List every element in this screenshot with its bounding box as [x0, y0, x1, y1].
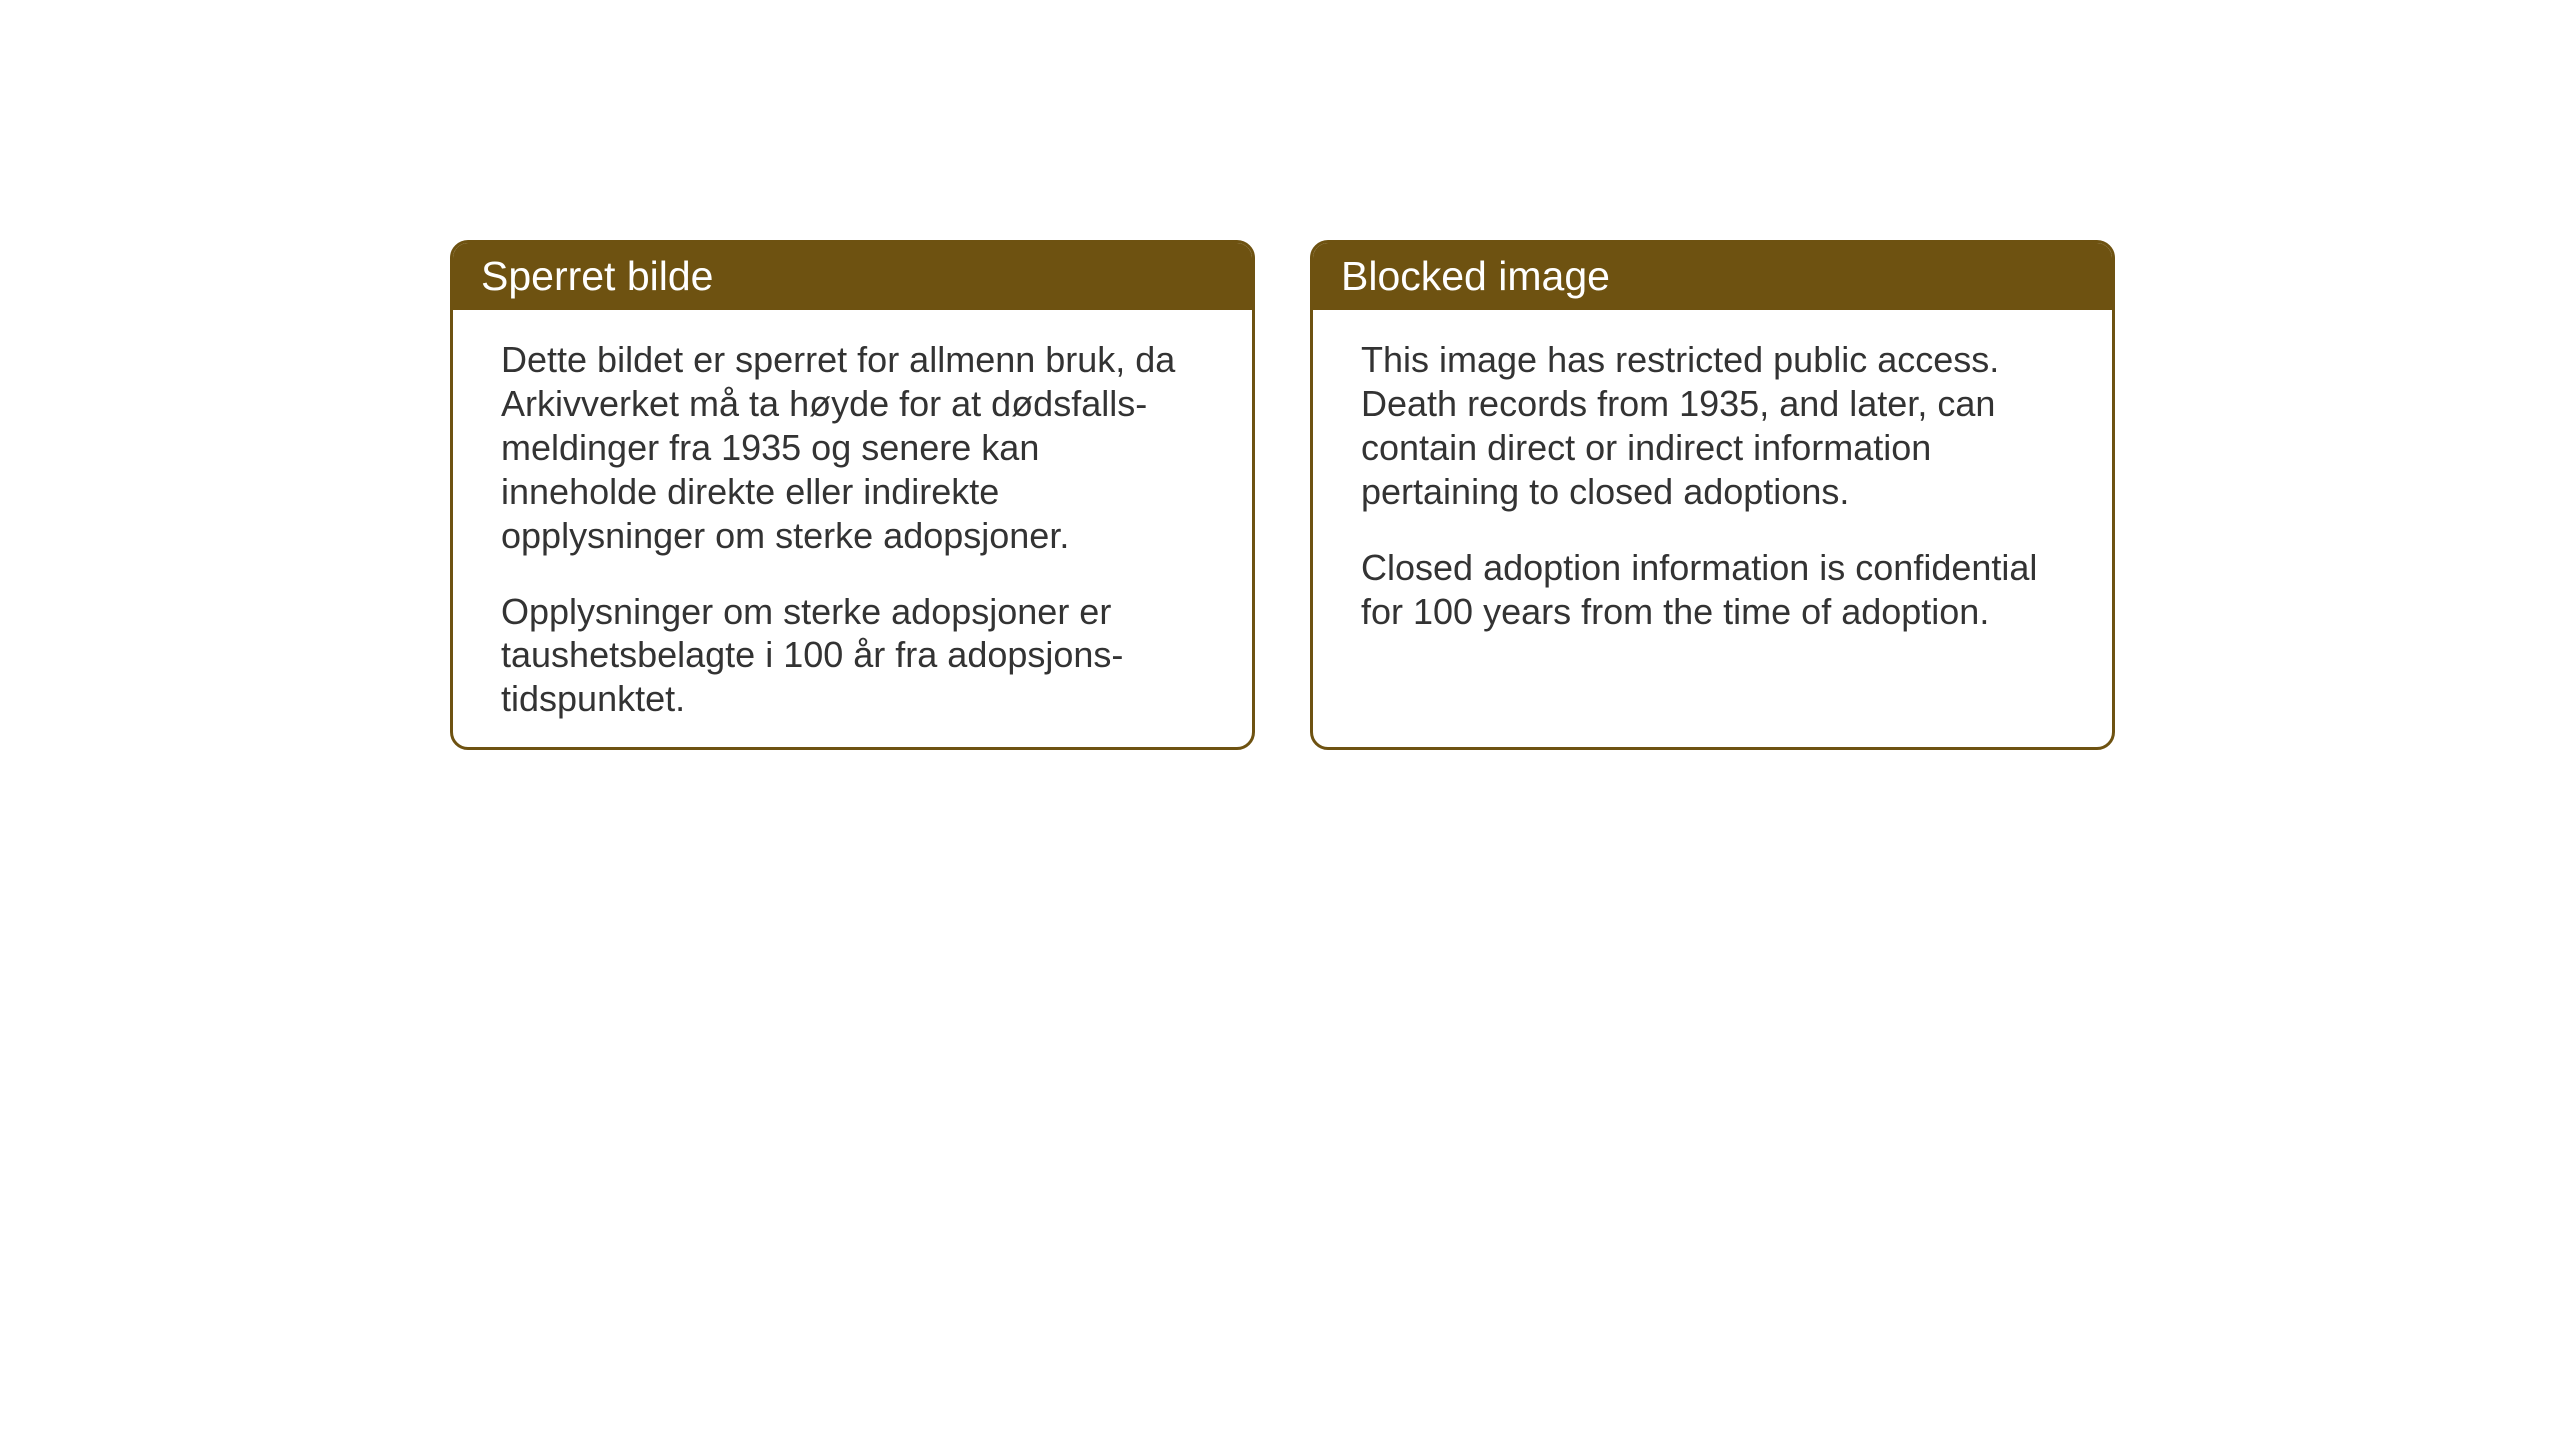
- english-paragraph-2: Closed adoption information is confident…: [1361, 546, 2064, 634]
- english-notice-card: Blocked image This image has restricted …: [1310, 240, 2115, 750]
- norwegian-notice-card: Sperret bilde Dette bildet er sperret fo…: [450, 240, 1255, 750]
- english-card-body: This image has restricted public access.…: [1313, 310, 2112, 671]
- norwegian-paragraph-1: Dette bildet er sperret for allmenn bruk…: [501, 338, 1204, 558]
- norwegian-card-body: Dette bildet er sperret for allmenn bruk…: [453, 310, 1252, 750]
- norwegian-paragraph-2: Opplysninger om sterke adopsjoner er tau…: [501, 590, 1204, 722]
- norwegian-card-title: Sperret bilde: [453, 243, 1252, 310]
- cards-container: Sperret bilde Dette bildet er sperret fo…: [450, 240, 2115, 750]
- english-paragraph-1: This image has restricted public access.…: [1361, 338, 2064, 514]
- english-card-title: Blocked image: [1313, 243, 2112, 310]
